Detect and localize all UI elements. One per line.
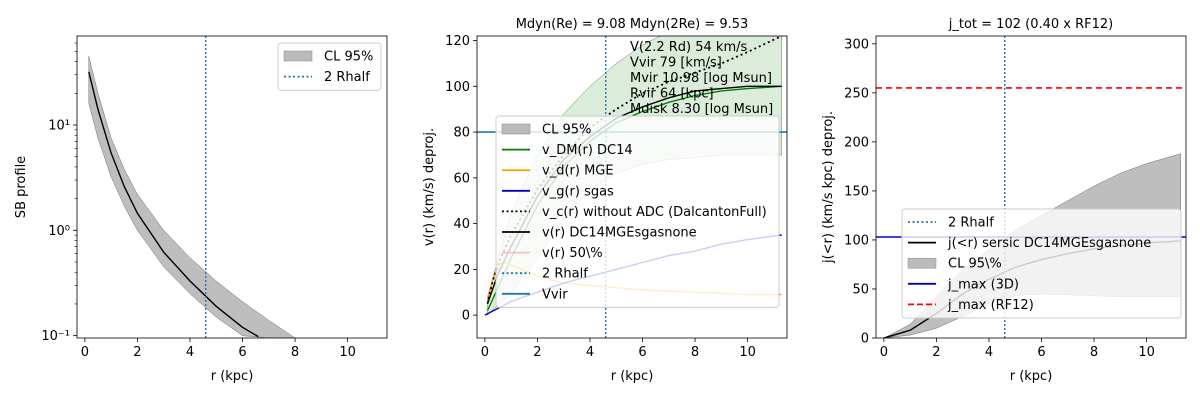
annotation-text: Vvir 79 [km/s] (630, 56, 722, 71)
y-tick-label: 50 (852, 282, 869, 297)
legend-label: v_d(r) MGE (542, 164, 614, 179)
x-tick-label: 0 (880, 345, 888, 360)
x-tick-label: 0 (81, 345, 89, 360)
x-axis-label: r (kpc) (211, 369, 254, 384)
legend-label: v_c(r) without ADC (DalcantonFull) (542, 205, 767, 220)
legend-label: v_g(r) sgas (542, 184, 614, 199)
legend-label: v(r) 50\% (542, 246, 603, 261)
y-tick-label: 300 (844, 37, 869, 52)
x-tick-label: 4 (186, 345, 194, 360)
legend-box (901, 208, 1182, 319)
y-tick-label: 10¹ (48, 119, 70, 134)
legend-label: CL 95% (542, 123, 591, 138)
legend-label: j_max (3D) (947, 277, 1019, 292)
chart-title: j_tot = 102 (0.40 x RF12) (948, 17, 1113, 32)
band-0-1 (88, 56, 296, 338)
legend-label: v(r) DC14MGEsgasnone (542, 226, 697, 241)
legend-label: CL 95\% (948, 257, 1002, 272)
legend-label: 2 Rhalf (948, 216, 994, 231)
x-axis-label: r (kpc) (1010, 369, 1053, 384)
y-axis-label: v(r) (km/s) deproj. (422, 128, 437, 246)
legend-label: 2 Rhalf (542, 267, 588, 282)
y-tick-label: 0 (462, 309, 470, 324)
legend-label: Vvir (542, 287, 568, 302)
series-line-0-0 (88, 71, 259, 338)
annotation-text: V(2.2 Rd) 54 km/s (630, 40, 748, 55)
x-tick-label: 4 (985, 345, 993, 360)
legend-swatch (501, 123, 531, 135)
y-tick-label: 150 (844, 184, 869, 199)
annotation-text: Mvir 10.98 [log Msun] (630, 71, 772, 86)
y-tick-label: 60 (453, 171, 470, 186)
x-tick-label: 8 (291, 345, 299, 360)
y-tick-label: 80 (453, 126, 470, 141)
y-tick-label: 200 (844, 135, 869, 150)
y-tick-label: 250 (844, 86, 869, 101)
x-tick-label: 10 (339, 345, 356, 360)
legend-label: j(<r) sersic DC14MGEsgasnone (947, 236, 1151, 251)
legend-box (495, 115, 780, 308)
annotation-text: Mdisk 8.30 [log Msun] (630, 102, 773, 117)
legend-label: CL 95% (324, 50, 373, 65)
x-tick-label: 6 (1037, 345, 1045, 360)
legend-label: 2 Rhalf (324, 70, 370, 85)
plot-area (88, 36, 296, 338)
x-tick-label: 4 (586, 345, 594, 360)
legend-label: v_DM(r) DC14 (542, 143, 633, 158)
x-tick-label: 2 (932, 345, 940, 360)
y-tick-label: 120 (445, 34, 470, 49)
x-tick-label: 8 (691, 345, 699, 360)
x-tick-label: 8 (1090, 345, 1098, 360)
axes-frame (76, 35, 388, 339)
y-axis-label: j(<r) (km/s kpc) deproj. (821, 111, 836, 264)
x-tick-label: 10 (1138, 345, 1155, 360)
x-axis-label: r (kpc) (611, 369, 654, 384)
x-tick-label: 6 (238, 345, 246, 360)
x-tick-label: 0 (481, 345, 489, 360)
axes-frame (875, 35, 1187, 339)
x-tick-label: 2 (133, 345, 141, 360)
x-tick-label: 2 (533, 345, 541, 360)
y-tick-label: 40 (453, 217, 470, 232)
y-tick-label: 20 (453, 263, 470, 278)
x-tick-label: 6 (638, 345, 646, 360)
sb-profile-panel: 0 2 4 6 8 10 10⁻¹ 10⁰ 10¹ r (kpc) SB profile CL 95%… (14, 35, 388, 384)
y-tick-label: 10⁻¹ (41, 329, 70, 344)
legend-label: j_max (RF12) (947, 298, 1034, 313)
y-tick-label: 10⁰ (48, 224, 70, 239)
y-axis-label: SB profile (14, 156, 29, 218)
chart-title: Mdyn(Re) = 9.08 Mdyn(2Re) = 9.53 (516, 17, 749, 32)
y-tick-label: 0 (861, 332, 869, 347)
y-tick-label: 100 (844, 233, 869, 248)
axes-frame (476, 35, 788, 339)
x-tick-label: 10 (739, 345, 756, 360)
annotation-text: Rvir 64 [kpc] (630, 87, 714, 102)
y-tick-label: 100 (445, 80, 470, 95)
legend-swatch (283, 50, 313, 62)
legend-swatch (907, 257, 937, 269)
